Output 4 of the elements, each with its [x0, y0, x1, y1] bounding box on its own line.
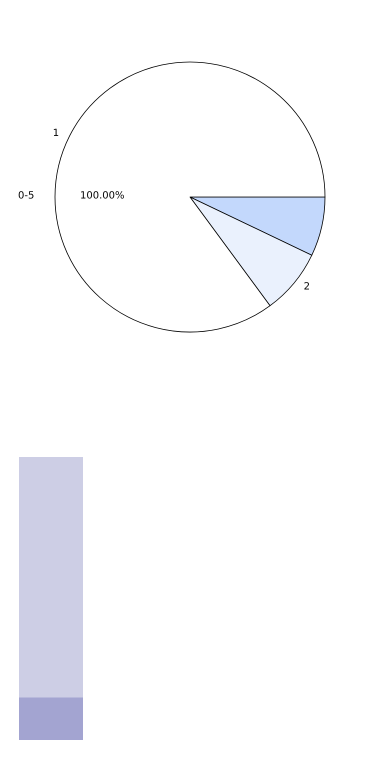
- text: 0-5: [18, 190, 34, 202]
- slice-label: 2: [304, 281, 310, 292]
- slice-label: 1: [52, 128, 60, 139]
- text: 100.00%: [80, 190, 124, 202]
